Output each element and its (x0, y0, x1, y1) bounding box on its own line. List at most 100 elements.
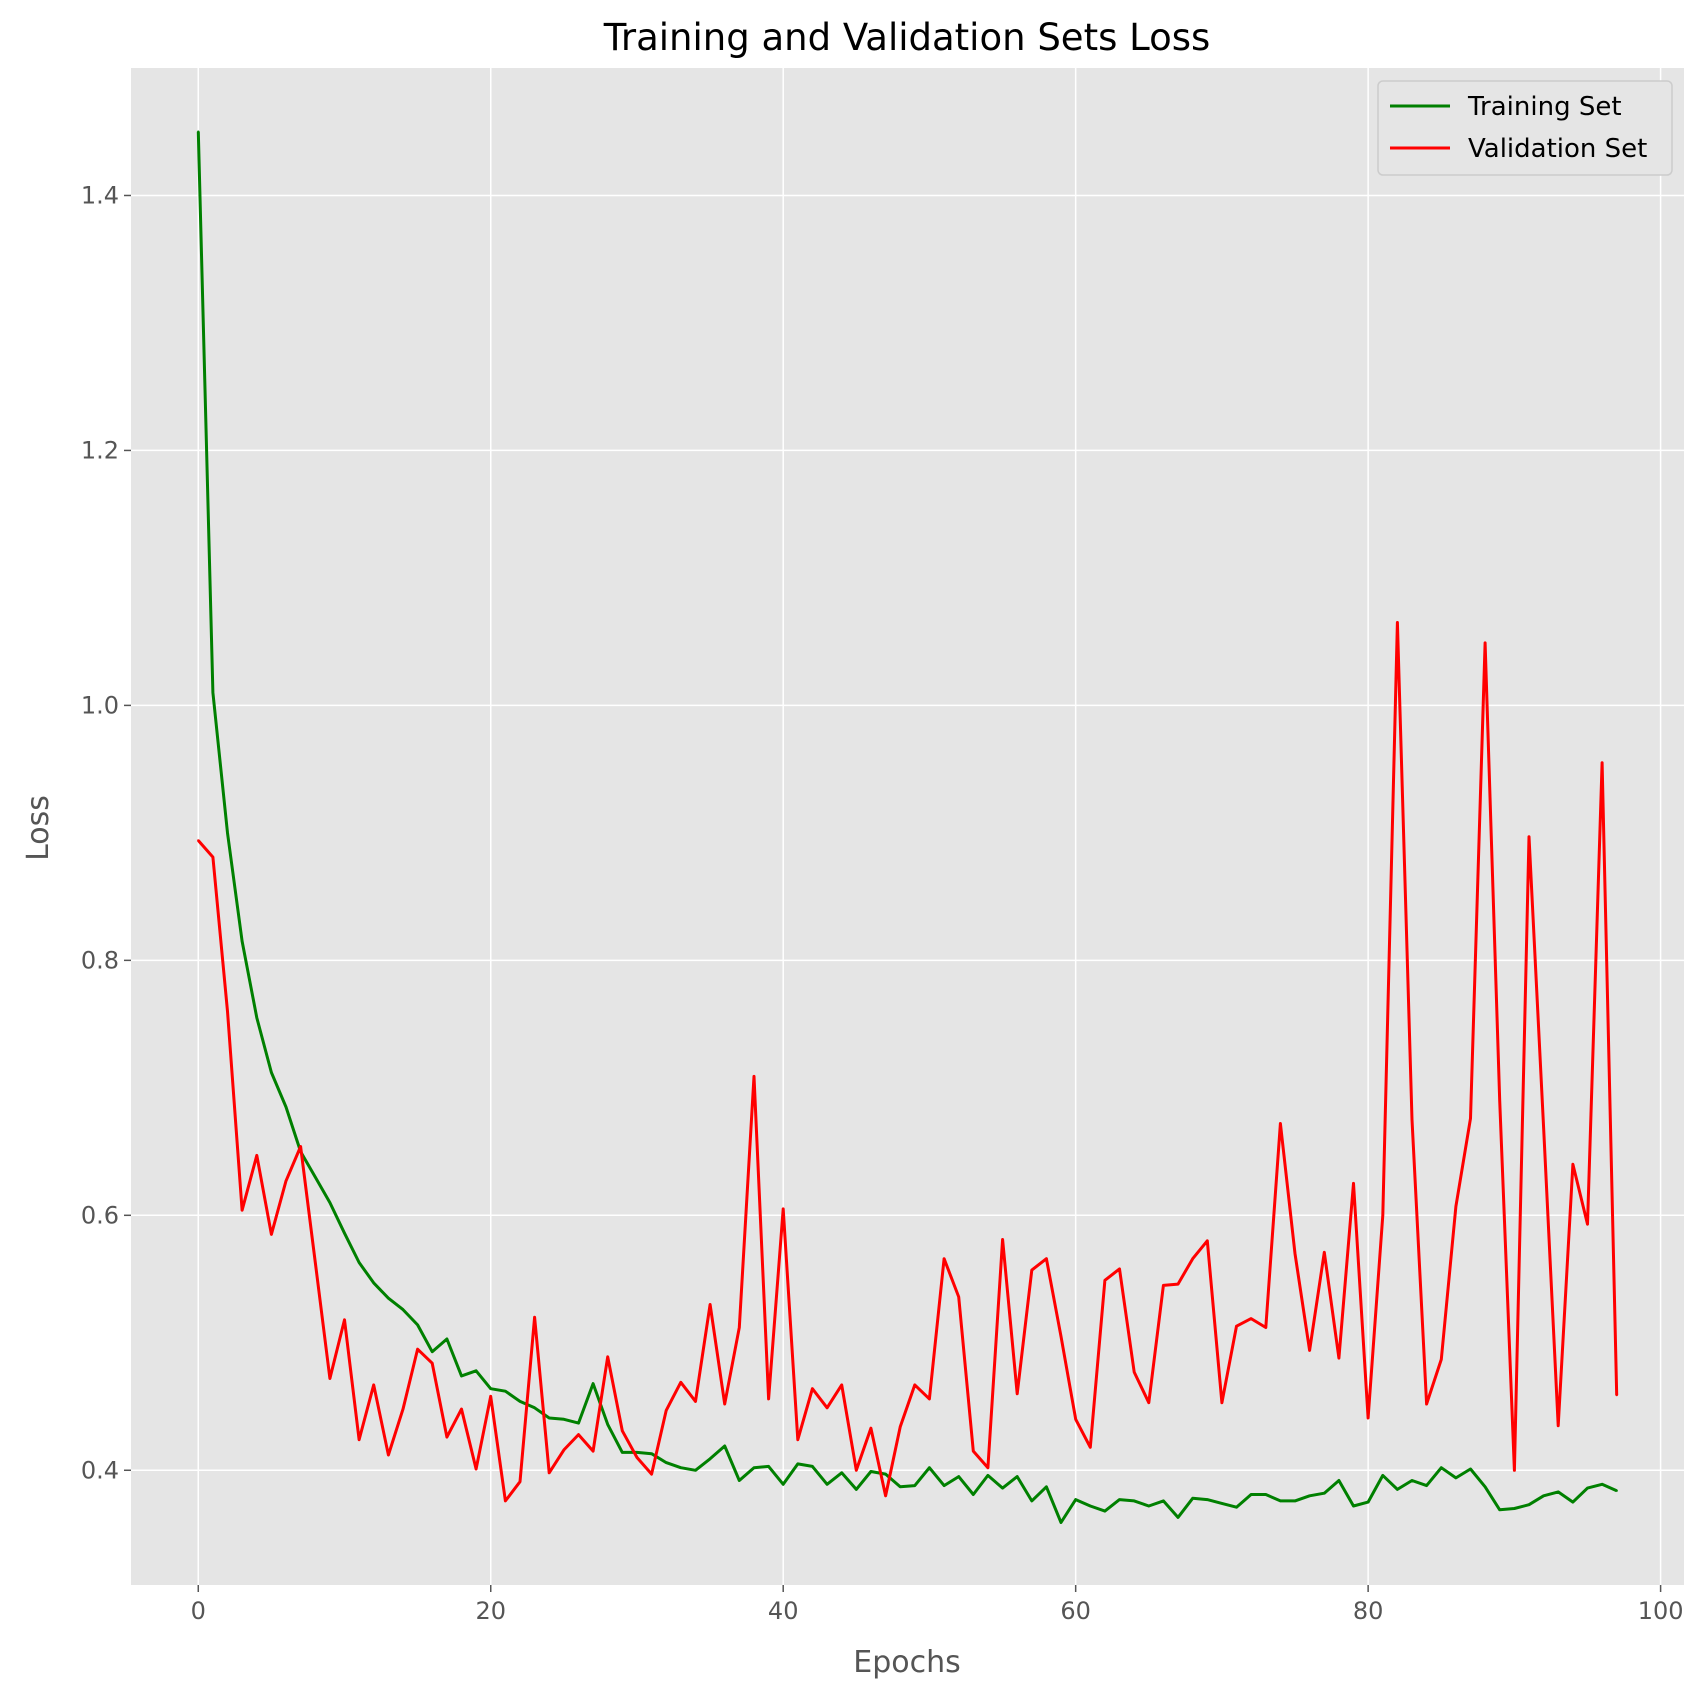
series-validation-set (197, 621, 1619, 1503)
data-point (825, 1406, 829, 1410)
data-point (357, 1438, 361, 1441)
x-axis-label: Epochs (853, 1645, 961, 1680)
data-point (884, 1472, 887, 1476)
y-tick-label: 0.8 (81, 946, 119, 974)
x-tick-label: 100 (1638, 1597, 1684, 1625)
data-point (606, 1423, 609, 1426)
data-point (1527, 835, 1531, 838)
data-point (635, 1451, 639, 1454)
data-point (1235, 1325, 1238, 1328)
data-point (1176, 1516, 1180, 1519)
data-point (738, 1479, 741, 1482)
data-point (1279, 1499, 1282, 1503)
data-point (1396, 621, 1399, 624)
data-point (1059, 1521, 1063, 1524)
data-point (591, 1449, 595, 1453)
data-point (738, 1326, 741, 1329)
y-tick-label: 1.2 (81, 436, 119, 464)
data-point (328, 1377, 332, 1380)
data-point (957, 1295, 960, 1299)
data-point (1045, 1257, 1048, 1260)
data-point (1557, 1424, 1560, 1427)
data-point (1323, 1251, 1326, 1254)
data-point (752, 1466, 756, 1469)
data-point (986, 1466, 990, 1469)
data-point (1381, 1474, 1385, 1477)
data-point (1586, 1223, 1589, 1226)
data-point (1366, 1416, 1370, 1420)
series-line (197, 621, 1619, 1503)
x-tick-label: 20 (475, 1597, 506, 1625)
data-point (577, 1421, 580, 1425)
data-point (1366, 1500, 1370, 1504)
x-tick-label: 80 (1353, 1597, 1384, 1625)
data-point (1600, 1483, 1604, 1486)
data-point (665, 1409, 668, 1412)
data-point (811, 1465, 814, 1468)
data-point (679, 1381, 682, 1384)
data-point (855, 1488, 858, 1491)
y-axis-label: Loss (21, 795, 56, 861)
data-point (840, 1471, 843, 1475)
data-point (869, 1470, 873, 1473)
data-point (1089, 1504, 1092, 1508)
data-point (1498, 1099, 1501, 1102)
data-point (840, 1383, 843, 1387)
data-point (1279, 1122, 1282, 1125)
y-tick-label: 1.0 (81, 691, 119, 719)
data-point (226, 1010, 229, 1013)
data-point (1469, 1117, 1472, 1120)
data-point (1089, 1446, 1092, 1449)
data-point (1381, 1214, 1385, 1217)
data-point (1483, 641, 1487, 645)
y-tick-label: 0.4 (81, 1456, 119, 1484)
data-point (577, 1433, 580, 1436)
data-point (884, 1494, 887, 1498)
data-point (1557, 1490, 1560, 1494)
data-point (1454, 1476, 1458, 1480)
data-point (416, 1348, 419, 1351)
data-point (723, 1402, 726, 1406)
data-point (1615, 1393, 1618, 1397)
data-point (1293, 1252, 1297, 1255)
data-point (504, 1499, 507, 1503)
legend-label: Training Set (1467, 92, 1622, 122)
data-point (1410, 1118, 1414, 1121)
data-point (957, 1475, 960, 1478)
data-point (343, 1232, 346, 1235)
data-point (752, 1075, 756, 1078)
data-point (1249, 1493, 1253, 1496)
data-point (197, 130, 200, 133)
data-point (1571, 1163, 1575, 1166)
data-point (708, 1303, 712, 1306)
data-point (211, 855, 215, 859)
data-point (460, 1407, 463, 1411)
data-point (299, 1145, 302, 1148)
data-point (1352, 1182, 1355, 1185)
series-line (196, 131, 1618, 1524)
data-point (1074, 1418, 1077, 1421)
data-point (1498, 1508, 1501, 1512)
data-point (211, 691, 215, 694)
data-point (255, 1154, 258, 1157)
data-point (1235, 1506, 1238, 1509)
data-point (665, 1461, 668, 1464)
x-tick-label: 60 (1060, 1597, 1091, 1625)
data-point (942, 1484, 946, 1487)
data-point (869, 1427, 873, 1430)
data-point (533, 1406, 536, 1410)
data-point (1264, 1326, 1268, 1329)
data-point (504, 1390, 507, 1393)
data-point (562, 1448, 566, 1452)
data-point (621, 1451, 624, 1454)
data-point (1016, 1475, 1019, 1478)
y-tick-label: 1.4 (81, 181, 119, 209)
data-point (942, 1257, 946, 1260)
data-point (796, 1438, 799, 1441)
data-point (591, 1382, 595, 1385)
data-point (899, 1485, 902, 1489)
data-point (1600, 761, 1604, 764)
data-point (796, 1462, 799, 1466)
data-point (1308, 1349, 1311, 1352)
data-point (708, 1457, 712, 1461)
